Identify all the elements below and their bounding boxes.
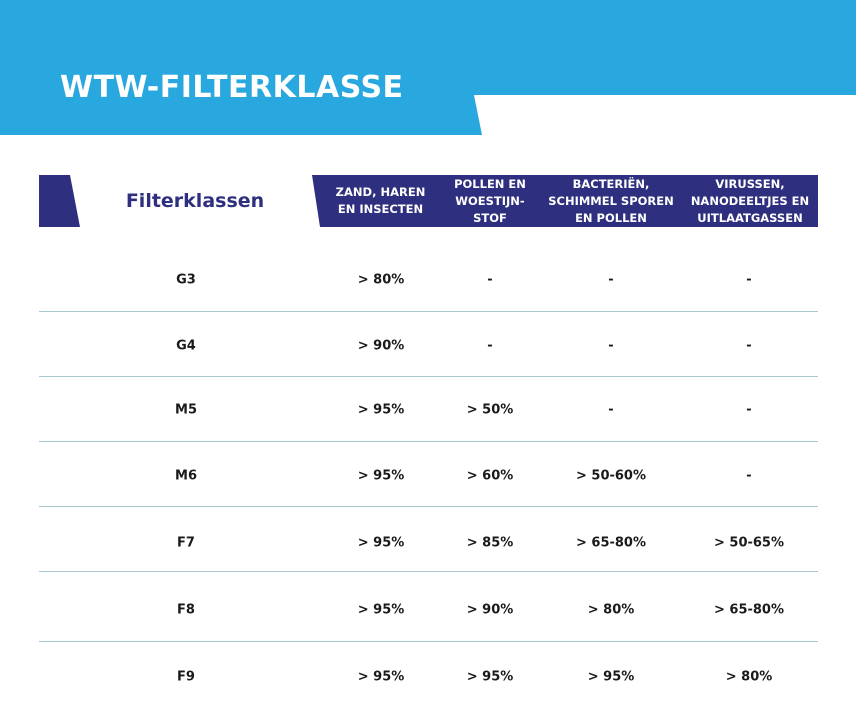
cell: > 95% [357,402,405,418]
cell: > 60% [466,468,514,484]
cell: - [608,272,614,288]
cell: > 50% [466,402,514,418]
cell: - [487,272,493,288]
row-separator [39,506,818,507]
column-header: BACTERIËN, SCHIMMEL SPOREN EN POLLEN [548,176,674,225]
column-header: VIRUSSEN, NANODEELTJES EN UITLAATGASSEN [690,176,810,225]
column-header: ZAND, HAREN EN INSECTEN [335,185,426,216]
row-label: F7 [177,535,195,551]
cell: > 80% [587,602,635,618]
cell: - [487,338,493,354]
row-label: F9 [177,669,195,685]
decor [0,0,856,227]
cell: > 80% [725,669,773,685]
cell: > 95% [357,602,405,618]
cell: > 85% [466,535,514,551]
row-separator [39,571,818,572]
cell: > 95% [466,669,514,685]
cell: - [746,468,752,484]
cell: > 80% [357,272,405,288]
header-accent [39,175,80,227]
cell: - [608,402,614,418]
cell: - [746,338,752,354]
cell: > 65-80% [575,535,647,551]
cell: > 65-80% [713,602,785,618]
row-separator [39,311,818,312]
column-header: POLLEN EN WOESTIJN-STOF [454,176,526,225]
cell: > 90% [466,602,514,618]
cell: - [746,272,752,288]
row-label: G4 [176,338,196,354]
title: WTW-FILTERKLASSE [60,70,404,105]
row-label: M6 [175,468,197,484]
cell: > 90% [357,338,405,354]
cell: > 95% [357,535,405,551]
row-label: F8 [177,602,195,618]
cell: > 50-60% [575,468,647,484]
row-separator [39,376,818,377]
cell: - [746,402,752,418]
row-separator [39,441,818,442]
row-label: M5 [175,402,197,418]
cell: > 50-65% [713,535,785,551]
row-separator [39,641,818,642]
row-label: G3 [176,272,196,288]
header-band [312,175,818,227]
cell: > 95% [587,669,635,685]
cell: > 95% [357,669,405,685]
cell: > 95% [357,468,405,484]
banner [0,0,856,135]
cell: - [608,338,614,354]
column-header: Filterklassen [125,189,265,212]
